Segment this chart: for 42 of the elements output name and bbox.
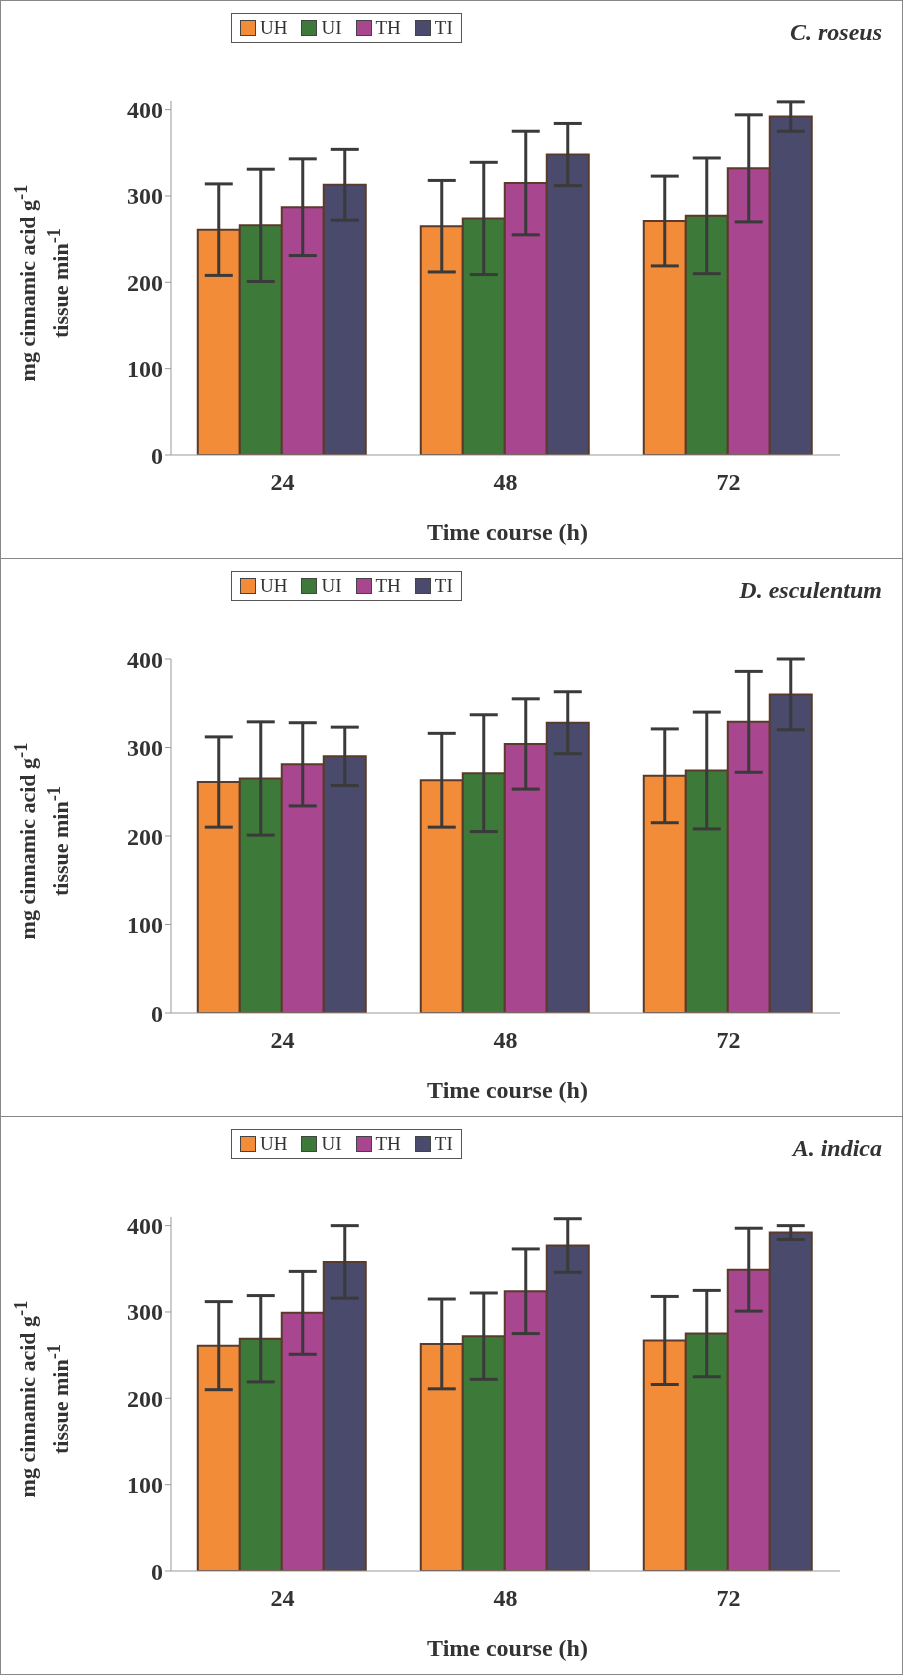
- y-tick-label: 200: [127, 1385, 163, 1412]
- y-tick-label: 400: [127, 1213, 163, 1240]
- x-tick-label: 24: [270, 1585, 295, 1612]
- x-axis-title: Time course (h): [426, 1077, 589, 1104]
- legend-label: TH: [374, 1133, 401, 1155]
- y-tick-label: 300: [127, 735, 163, 762]
- x-tick-label: 72: [716, 469, 741, 496]
- y-tick-label: 300: [127, 183, 163, 210]
- legend-label: TH: [374, 17, 401, 39]
- x-tick-label: 48: [493, 1027, 518, 1054]
- legend-label: UI: [320, 575, 342, 597]
- y-tick-label: 100: [127, 912, 163, 939]
- legend-label: UH: [259, 575, 288, 597]
- y-tick-label: 400: [127, 97, 163, 124]
- legend-label: UH: [259, 1133, 288, 1155]
- text: A. indica: [792, 1135, 882, 1162]
- legend-label: UH: [259, 17, 288, 39]
- x-axis-title: Time course (h): [426, 519, 589, 546]
- x-tick-label: 48: [493, 1585, 518, 1612]
- y-tick-label: 100: [127, 356, 163, 383]
- y-tick-label: 400: [127, 646, 163, 673]
- legend-label: TH: [374, 575, 401, 597]
- y-tick-label: 200: [127, 269, 163, 296]
- legend-label: TI: [433, 1133, 453, 1155]
- legend-label: UI: [320, 17, 342, 39]
- legend-label: UI: [320, 1133, 342, 1155]
- x-tick-label: 72: [716, 1585, 741, 1612]
- x-tick-label: 24: [270, 1027, 295, 1054]
- x-axis-title: Time course (h): [426, 1635, 589, 1662]
- x-tick-label: 24: [270, 469, 295, 496]
- text: D. esculentum: [739, 577, 882, 604]
- y-tick-label: 0: [151, 442, 163, 469]
- text: C. roseus: [789, 19, 882, 46]
- y-tick-label: 0: [151, 1558, 163, 1585]
- legend-label: TI: [433, 575, 453, 597]
- y-tick-label: 100: [127, 1472, 163, 1499]
- x-tick-label: 48: [493, 469, 518, 496]
- legend-label: TI: [433, 17, 453, 39]
- y-tick-label: 0: [151, 1000, 163, 1027]
- y-tick-label: 300: [127, 1299, 163, 1326]
- y-tick-label: 200: [127, 823, 163, 850]
- x-tick-label: 72: [716, 1027, 741, 1054]
